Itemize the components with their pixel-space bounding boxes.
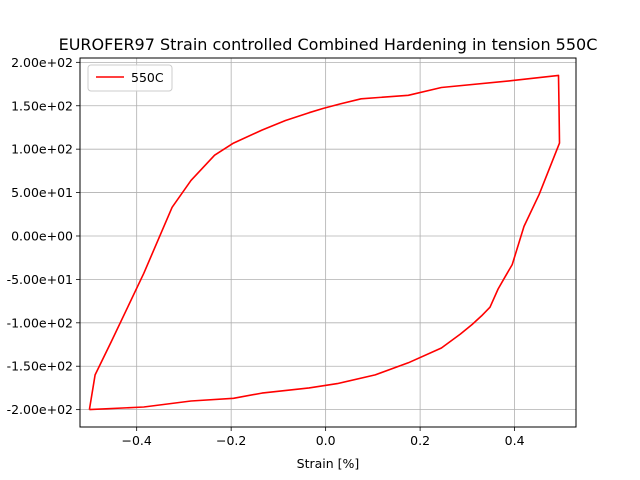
x-axis: −0.4 −0.2 0.0 0.2 0.4 [122, 427, 525, 448]
legend-box [87, 64, 173, 92]
x-tick-label: 0.4 [505, 433, 525, 448]
legend: 550C [87, 64, 173, 92]
x-axis-label: Strain [%] [297, 456, 360, 471]
y-tick-label: 1.50e+02 [11, 98, 73, 113]
y-tick-label: 0.00e+00 [11, 228, 73, 243]
y-tick-label: 2.00e+02 [11, 55, 73, 70]
legend-label-550c: 550C [131, 70, 164, 85]
series-layer [88, 74, 561, 411]
plot-frame [79, 57, 577, 428]
y-tick-label: -1.50e+02 [7, 359, 73, 374]
x-tick-label: −0.4 [122, 433, 152, 448]
x-tick-label: 0.0 [316, 433, 336, 448]
y-tick-label: -1.00e+02 [7, 315, 73, 330]
series-line-550c [88, 74, 561, 411]
chart-title: EUROFER97 Strain controlled Combined Har… [59, 35, 598, 54]
y-axis: 2.00e+02 1.50e+02 1.00e+02 5.00e+01 0.00e+00… [7, 55, 80, 417]
x-tick-label: 0.2 [410, 433, 430, 448]
y-tick-label: 5.00e+01 [11, 185, 73, 200]
x-tick-label: −0.2 [216, 433, 246, 448]
y-tick-label: -2.00e+02 [7, 402, 73, 417]
y-tick-label: -5.00e+01 [7, 272, 73, 287]
grid-lines [80, 58, 576, 427]
y-tick-label: 1.00e+02 [11, 142, 73, 157]
